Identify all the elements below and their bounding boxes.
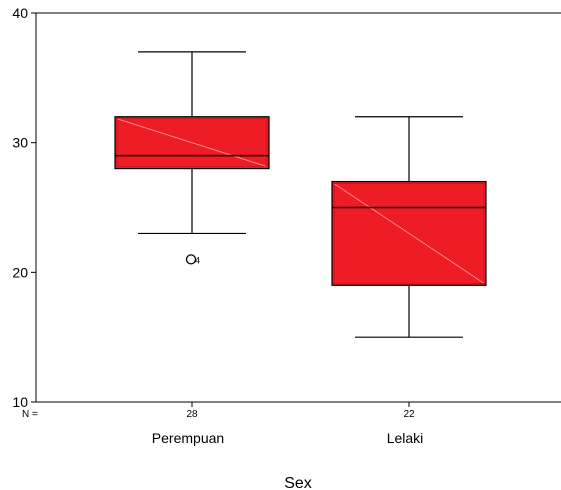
y-tick-label: 40: [12, 5, 28, 21]
box-lelaki: 22 Lelaki: [331, 116, 487, 446]
box-inner-border: [116, 118, 268, 167]
x-tick-label: Perempuan: [152, 430, 224, 446]
box-perempuan: 4 28 Perempuan: [114, 51, 270, 446]
y-tick-label: 10: [12, 394, 28, 410]
n-value: 22: [403, 409, 415, 420]
y-tick-label: 30: [12, 135, 28, 151]
box-shade-line: [333, 183, 485, 284]
y-tick-label: 20: [12, 264, 28, 280]
box-shade-line: [116, 118, 268, 167]
x-tick-label: Lelaki: [387, 430, 424, 446]
outlier-label: 4: [195, 255, 200, 265]
n-label: N =: [22, 409, 38, 420]
boxes: 4 28 Perempuan 22 Lelaki: [114, 51, 487, 446]
box-inner-border: [333, 183, 485, 284]
n-value: 28: [186, 409, 198, 420]
outlier-point: [185, 254, 197, 265]
x-axis-title: Sex: [284, 475, 312, 490]
axes: 10 20 30 40 N =: [12, 5, 561, 420]
